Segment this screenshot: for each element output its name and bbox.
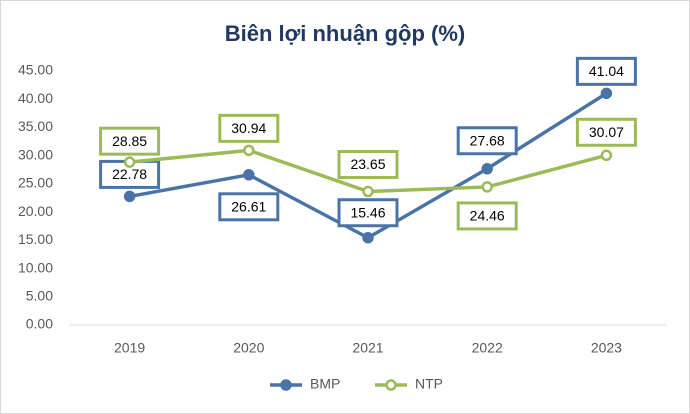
data-label-box bbox=[575, 56, 637, 86]
marker bbox=[481, 181, 493, 193]
y-tick-label: 30.00 bbox=[18, 146, 53, 162]
legend-label: BMP bbox=[310, 376, 340, 392]
data-label: 15.46 bbox=[350, 204, 385, 220]
data-label-box bbox=[218, 113, 280, 143]
y-tick-label: 15.00 bbox=[18, 231, 53, 247]
data-label: 26.61 bbox=[231, 199, 266, 215]
data-label-box bbox=[218, 192, 280, 222]
marker bbox=[123, 190, 136, 203]
data-label: 27.68 bbox=[470, 132, 505, 148]
data-label-box bbox=[337, 150, 399, 180]
marker bbox=[243, 169, 255, 181]
data-label-box bbox=[337, 198, 399, 228]
marker bbox=[600, 87, 613, 100]
marker bbox=[362, 185, 374, 198]
marker bbox=[123, 156, 136, 168]
marker bbox=[600, 149, 613, 162]
legend-marker bbox=[280, 379, 292, 391]
data-label: 30.94 bbox=[231, 120, 266, 136]
data-label: 28.85 bbox=[112, 133, 147, 149]
data-label-box bbox=[575, 117, 637, 147]
chart-title: Biên lợi nhuận gộp (%) bbox=[225, 21, 466, 46]
data-label-box bbox=[456, 126, 518, 156]
marker bbox=[481, 163, 493, 175]
x-tick-label: 2020 bbox=[233, 340, 264, 356]
x-tick-label: 2023 bbox=[591, 340, 622, 356]
y-tick-label: 0.00 bbox=[26, 316, 53, 332]
y-tick-label: 5.00 bbox=[26, 287, 53, 303]
data-label: 30.07 bbox=[589, 124, 624, 140]
legend-label: NTP bbox=[415, 376, 443, 392]
x-tick-label: 2022 bbox=[472, 340, 503, 356]
marker bbox=[243, 144, 255, 157]
marker bbox=[362, 231, 374, 244]
y-tick-label: 40.00 bbox=[18, 90, 53, 106]
data-label-box bbox=[456, 201, 518, 231]
legend-marker bbox=[385, 379, 397, 391]
y-tick-label: 10.00 bbox=[18, 259, 53, 275]
data-label: 22.78 bbox=[112, 166, 147, 182]
data-label-box bbox=[99, 126, 161, 156]
data-label: 24.46 bbox=[470, 208, 505, 224]
x-tick-label: 2019 bbox=[114, 340, 145, 356]
y-tick-label: 20.00 bbox=[18, 203, 53, 219]
data-label: 41.04 bbox=[589, 63, 624, 79]
y-tick-label: 45.00 bbox=[18, 62, 53, 78]
y-tick-label: 35.00 bbox=[18, 118, 53, 134]
y-tick-label: 25.00 bbox=[18, 175, 53, 191]
data-label: 23.65 bbox=[350, 156, 385, 172]
x-tick-label: 2021 bbox=[352, 340, 383, 356]
